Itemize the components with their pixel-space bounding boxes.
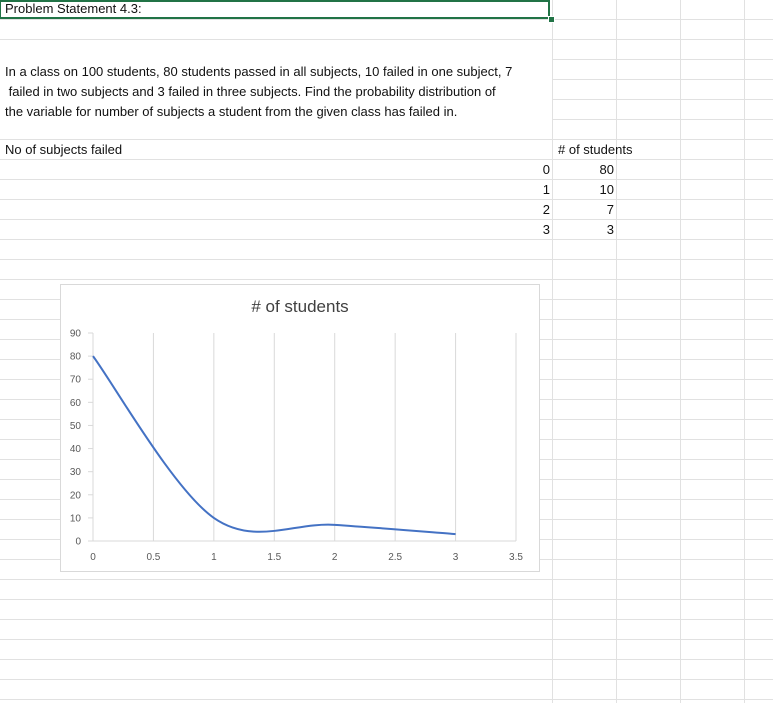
chart-area[interactable]: # of students 0 0.5 1 1.5 2 2.5 3 3.5 0 10 20 30 40 5… — [60, 284, 540, 572]
x-tick-label: 1 — [211, 552, 217, 563]
y-tick-label: 40 — [70, 444, 82, 455]
problem-line: the variable for number of subjects a st… — [5, 104, 458, 119]
x-tick-label: 2.5 — [388, 552, 402, 563]
y-tick-label: 20 — [70, 490, 82, 501]
students-cell[interactable]: 10 — [599, 182, 614, 197]
y-tick-label: 10 — [70, 513, 82, 524]
y-tick-label: 50 — [70, 421, 82, 432]
problem-statement[interactable]: In a class on 100 students, 80 students … — [5, 62, 553, 122]
y-tick-label: 70 — [70, 375, 82, 386]
students-cell[interactable]: 3 — [606, 222, 614, 237]
y-tick-label: 30 — [70, 467, 82, 478]
problem-line: In a class on 100 students, 80 students … — [5, 64, 513, 79]
selected-cell[interactable] — [0, 0, 550, 19]
chart-title[interactable]: # of students — [251, 297, 349, 316]
fill-handle[interactable] — [548, 16, 555, 23]
chart-plot: 0 0.5 1 1.5 2 2.5 3 3.5 0 10 20 30 40 50 60 70 80 90 — [70, 329, 524, 564]
x-tick-label: 2 — [332, 552, 338, 563]
series-line[interactable] — [92, 355, 456, 536]
y-tick-label: 60 — [70, 398, 82, 409]
y-tick-label: 90 — [70, 329, 82, 340]
subjects-failed-cell[interactable]: 3 — [542, 222, 550, 237]
students-cell[interactable]: 7 — [606, 202, 614, 217]
y-tick-label: 80 — [70, 352, 82, 363]
x-tick-label: 0.5 — [146, 552, 160, 563]
students-cell[interactable]: 80 — [599, 162, 614, 177]
col-b-header[interactable]: # of students — [558, 142, 633, 157]
subjects-failed-cell[interactable]: 1 — [542, 182, 550, 197]
x-tick-label: 3 — [453, 552, 459, 563]
heading-cell[interactable]: Problem Statement 4.3: — [5, 1, 142, 16]
subjects-failed-cell[interactable]: 0 — [542, 162, 550, 177]
y-tick-label: 0 — [75, 537, 81, 548]
subjects-failed-cell[interactable]: 2 — [542, 202, 550, 217]
col-a-header[interactable]: No of subjects failed — [5, 142, 123, 157]
x-tick-label: 3.5 — [509, 552, 523, 563]
problem-line: failed in two subjects and 3 failed in t… — [5, 84, 496, 99]
x-tick-label: 1.5 — [267, 552, 281, 563]
x-tick-label: 0 — [90, 552, 96, 563]
